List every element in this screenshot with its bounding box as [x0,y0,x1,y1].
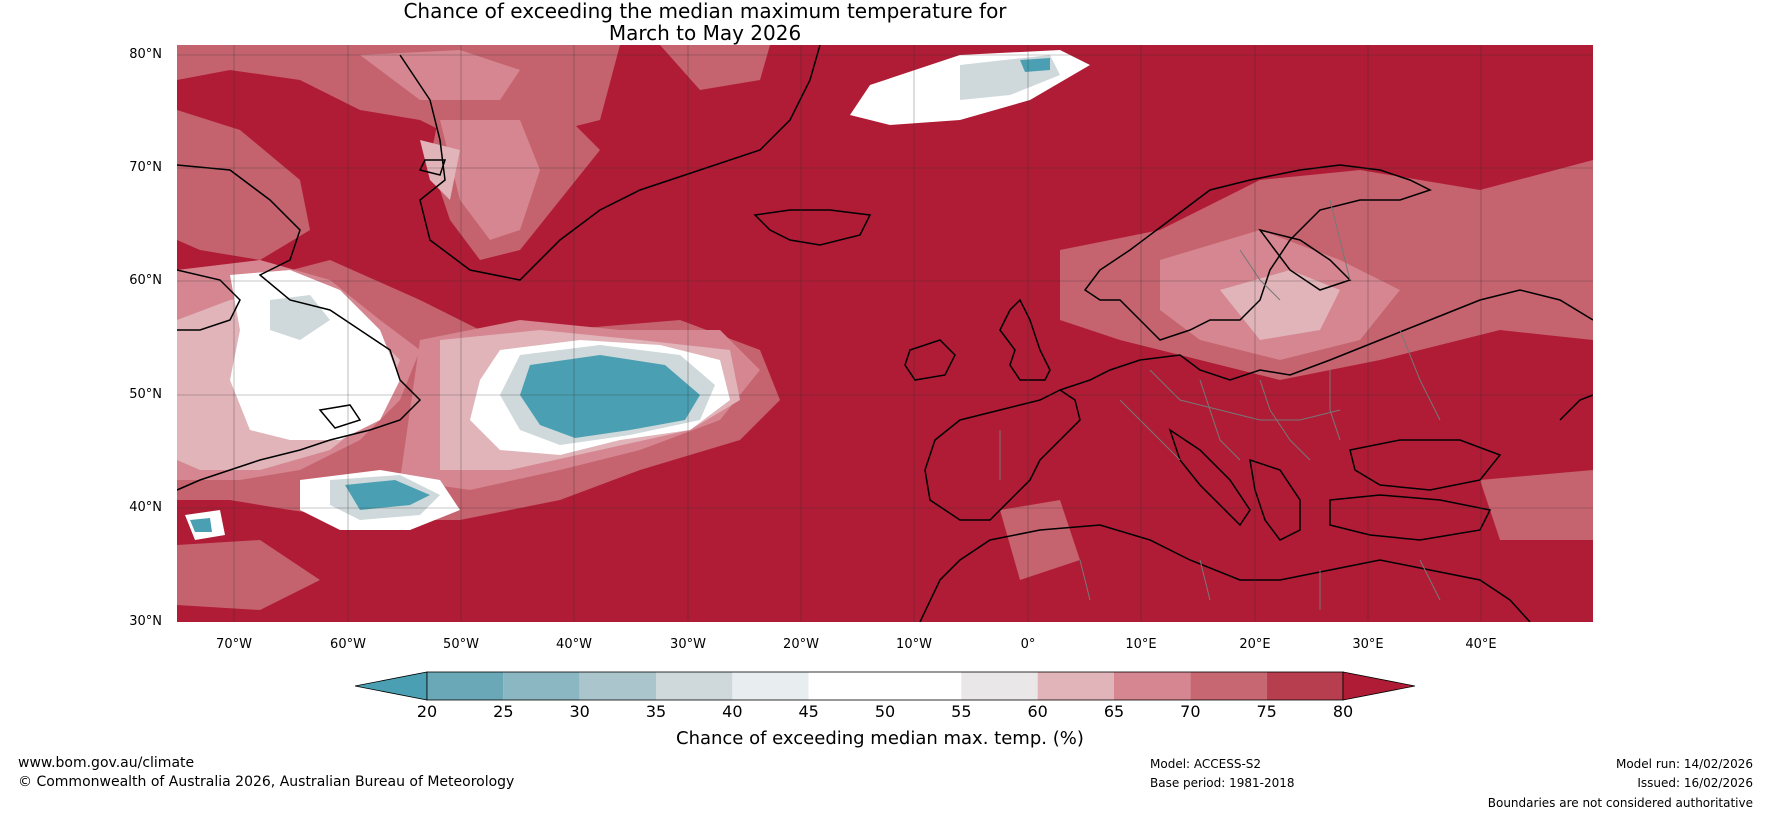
lat-label-80n: 80°N [129,47,162,62]
colorbar-tick-label: 80 [1332,702,1354,721]
lat-label-30n: 30°N [129,614,162,629]
colorbar-segment [503,672,580,700]
lon-label-10e: 10°E [1125,637,1157,652]
colorbar-tick-label: 35 [645,702,667,721]
colorbar-tick-label: 30 [569,702,590,721]
colorbar-tick-label: 60 [1027,702,1048,721]
colorbar-tick-label: 25 [493,702,514,721]
colorbar-segment [579,672,656,700]
colorbar-tick-label: 45 [798,702,819,721]
colorbar-tick-label: 75 [1256,702,1277,721]
colorbar-tick-label: 40 [722,702,743,721]
colorbar-arrow-low [354,671,428,701]
colorbar-segment [808,672,885,700]
graticule [177,45,1593,622]
lat-label-70n: 70°N [129,160,162,175]
lon-label-20w: 20°W [783,637,819,652]
lon-label-70w: 70°W [216,637,252,652]
lon-label-40w: 40°W [556,637,592,652]
colorbar-label: Chance of exceeding median max. temp. (%… [676,728,1084,749]
model-run-text: Model run: 14/02/2026 [1615,757,1753,771]
colorbar-tick-label: 65 [1103,702,1125,721]
colorbar-tick-label: 50 [874,702,896,721]
disclaimer-text: Boundaries are not considered authoritat… [1487,796,1753,810]
colorbar-segment [1190,672,1267,700]
lon-label-50w: 50°W [443,637,479,652]
website-text: www.bom.gov.au/climate [18,755,195,771]
base-period-text: Base period: 1981-2018 [1150,776,1295,790]
model-text: Model: ACCESS-S2 [1150,757,1262,771]
map-title: Chance of exceeding the median maximum t… [0,0,1410,44]
issued-text: Issued: 16/02/2026 [1637,776,1753,790]
lat-label-60n: 60°N [129,273,162,288]
colorbar-tick-label: 20 [416,702,438,721]
lon-label-20e: 20°E [1239,637,1271,652]
lon-label-0: 0° [1020,637,1036,652]
copyright-text: © Commonwealth of Australia 2026, Austra… [18,774,515,790]
colorbar-arrow-high [1342,671,1416,701]
colorbar-segment [427,672,504,700]
probability-20-30-zones [190,58,1050,532]
colorbar-segment [656,672,733,700]
lon-label-30w: 30°W [670,637,706,652]
lat-label-50n: 50°N [129,387,162,402]
coastlines [177,45,1593,622]
title-line-2: March to May 2026 [608,21,802,45]
colorbar-segment [1114,672,1191,700]
colorbar-segment [885,672,962,700]
lat-label-40n: 40°N [129,500,162,515]
colorbar-segment [961,672,1038,700]
colorbar-tick-label: 55 [951,702,972,721]
lon-label-60w: 60°W [330,637,366,652]
colorbar-tick-label: 70 [1180,702,1201,721]
colorbar-segment [1037,672,1114,700]
lon-label-40e: 40°E [1465,637,1497,652]
colorbar-segment [732,672,809,700]
title-line-1: Chance of exceeding the median maximum t… [403,0,1007,23]
lon-label-30e: 30°E [1352,637,1384,652]
colorbar-segment [1266,672,1343,700]
lon-label-10w: 10°W [896,637,932,652]
colorbar [354,671,1416,701]
